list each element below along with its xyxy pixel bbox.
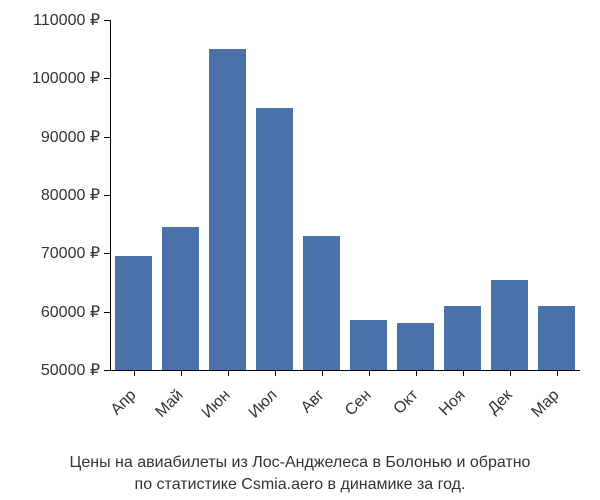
- bar: [115, 256, 152, 370]
- caption-line-1: Цены на авиабилеты из Лос-Анджелеса в Бо…: [0, 452, 600, 474]
- bar: [491, 280, 528, 370]
- price-chart: 50000 ₽ 60000 ₽ 70000 ₽ 80000 ₽ 90000 ₽ 10000…: [0, 0, 600, 500]
- bar: [538, 306, 575, 370]
- caption-line-2: по статистике Csmia.aero в динамике за г…: [0, 474, 600, 496]
- bar: [350, 320, 387, 370]
- y-tick-label: 50000 ₽: [41, 360, 100, 380]
- bar: [162, 227, 199, 370]
- bar: [397, 323, 434, 370]
- bar: [444, 306, 481, 370]
- y-tick-label: 80000 ₽: [41, 185, 100, 205]
- chart-caption: Цены на авиабилеты из Лос-Анджелеса в Бо…: [0, 452, 600, 495]
- y-tick-label: 90000 ₽: [41, 127, 100, 147]
- bar: [256, 108, 293, 371]
- bar: [303, 236, 340, 370]
- y-tick-label: 60000 ₽: [41, 302, 100, 322]
- bar: [209, 49, 246, 370]
- y-tick-label: 110000 ₽: [33, 10, 100, 30]
- y-tick-label: 100000 ₽: [32, 68, 100, 88]
- y-tick-label: 70000 ₽: [41, 243, 100, 263]
